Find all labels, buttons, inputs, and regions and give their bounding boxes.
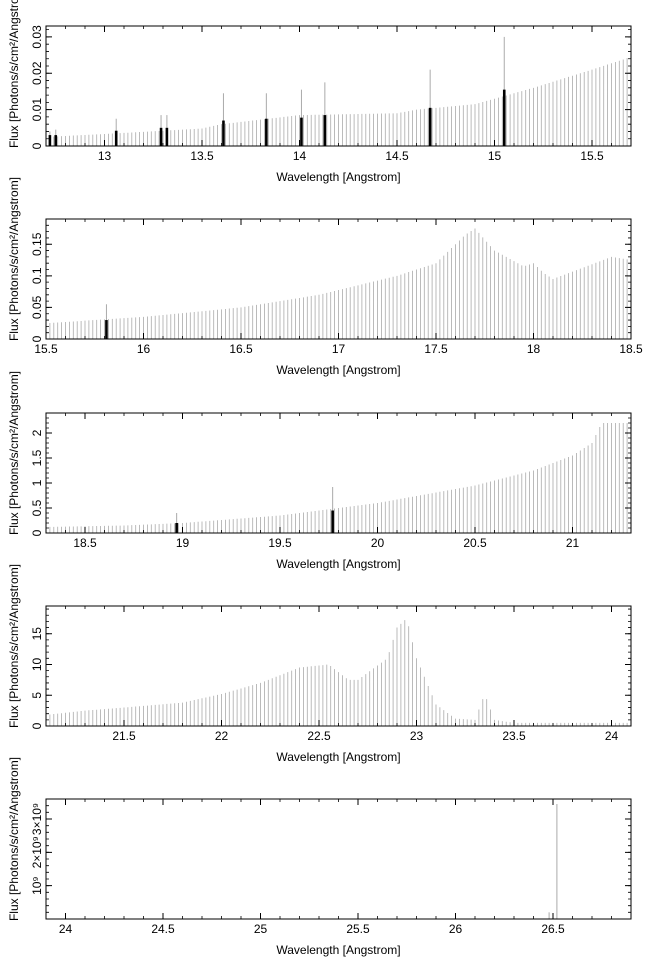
y-tick-label: 0.02 bbox=[30, 61, 44, 85]
x-tick-label: 25.5 bbox=[346, 922, 370, 936]
x-axis-label: Wavelength [Angstrom] bbox=[276, 170, 400, 184]
x-axis-label: Wavelength [Angstrom] bbox=[276, 557, 400, 571]
panel-2: 15.5 16 16.5 17 17.5 18 18.5 0 0.05 0.1 0.15 Wavele… bbox=[7, 177, 643, 377]
y-tick-label: 0 bbox=[30, 335, 44, 342]
line-bar-3 bbox=[114, 118, 118, 146]
x-tick-label: 14.5 bbox=[385, 149, 409, 163]
x-tick-label: 17.5 bbox=[424, 342, 448, 356]
x-tick-label: 15 bbox=[488, 149, 502, 163]
x-tick-label: 17 bbox=[332, 342, 346, 356]
x-tick-label: 15.5 bbox=[580, 149, 604, 163]
x-tick-label: 24 bbox=[605, 729, 619, 743]
y-axis-label: Flux [Photons/s/cm²/Angstrom] bbox=[7, 177, 21, 341]
y-tick-label: 0 bbox=[30, 142, 44, 149]
x-tick-label: 24 bbox=[59, 922, 73, 936]
continuum-bar bbox=[45, 423, 632, 533]
y-tick-label: 0 bbox=[30, 722, 44, 729]
x-tick-label: 25 bbox=[254, 922, 268, 936]
y-tick-label: 0.5 bbox=[30, 499, 44, 516]
y-tick-label: 0.1 bbox=[30, 267, 44, 284]
x-tick-label: 21 bbox=[566, 536, 580, 550]
line-bar-8 bbox=[300, 89, 303, 146]
x-tick-label: 13.5 bbox=[190, 149, 214, 163]
line-bar-4 bbox=[159, 115, 163, 146]
x-tick-label: 20 bbox=[371, 536, 385, 550]
line-bar-2 bbox=[331, 487, 334, 533]
continuum-bar bbox=[45, 620, 632, 726]
line-bar-1 bbox=[105, 304, 108, 339]
y-minor-ticks bbox=[46, 798, 631, 920]
x-axis-label: Wavelength [Angstrom] bbox=[276, 750, 400, 764]
y-tick-label: 0.05 bbox=[30, 295, 44, 319]
line-bar-5 bbox=[165, 115, 169, 146]
x-tick-label: 13 bbox=[98, 149, 112, 163]
continuum-bars bbox=[45, 56, 632, 146]
y-axis-label: Flux [Photons/s/cm²/Angstrom] bbox=[7, 564, 21, 728]
plot-frame bbox=[45, 798, 632, 920]
x-tick-label: 23.5 bbox=[502, 729, 526, 743]
x-tick-label: 18.5 bbox=[73, 536, 97, 550]
y-tick-label: 10⁹ bbox=[30, 876, 44, 895]
y-axis-label: Flux [Photons/s/cm²/Angstrom] bbox=[7, 0, 21, 148]
y-tick-label: 2 bbox=[30, 429, 44, 436]
x-tick-label: 18.5 bbox=[619, 342, 643, 356]
x-tick-label: 16 bbox=[137, 342, 151, 356]
x-tick-label: 14 bbox=[293, 149, 307, 163]
x-minor-ticks bbox=[45, 799, 632, 919]
continuum-bars bbox=[45, 423, 632, 533]
line-bar-2 bbox=[54, 129, 58, 146]
y-tick-label: 1 bbox=[30, 479, 44, 486]
panel-4: 21.5 22 22.5 23 23.5 24 0 5 10 15 Wavelength [Angs… bbox=[7, 564, 632, 764]
line-bar-1 bbox=[175, 513, 178, 533]
y-axis-label: Flux [Photons/s/cm²/Angstrom] bbox=[7, 757, 21, 921]
line-bar-6 bbox=[222, 93, 225, 146]
y-axis-label: Flux [Photons/s/cm²/Angstrom] bbox=[7, 371, 21, 535]
x-axis-label: Wavelength [Angstrom] bbox=[276, 363, 400, 377]
line-bar-9 bbox=[323, 82, 327, 146]
x-tick-label: 23 bbox=[410, 729, 424, 743]
line-bar-7 bbox=[265, 93, 268, 146]
continuum-bars bbox=[45, 620, 632, 726]
x-tick-label: 22 bbox=[215, 729, 229, 743]
x-tick-label: 22.5 bbox=[307, 729, 331, 743]
y-tick-label: 10 bbox=[30, 657, 44, 671]
x-axis-label: Wavelength [Angstrom] bbox=[276, 943, 400, 957]
y-tick-label: 15 bbox=[30, 627, 44, 641]
continuum-bar bbox=[45, 228, 632, 339]
x-tick-label: 19 bbox=[176, 536, 190, 550]
y-tick-label: 0.03 bbox=[30, 25, 44, 49]
x-tick-label: 18 bbox=[527, 342, 541, 356]
y-tick-label: 0.15 bbox=[30, 232, 44, 256]
x-tick-label: 26 bbox=[449, 922, 463, 936]
y-tick-label: 0.01 bbox=[30, 98, 44, 122]
line-bar-1 bbox=[48, 131, 52, 146]
x-tick-label: 20.5 bbox=[463, 536, 487, 550]
x-tick-label: 26.5 bbox=[541, 922, 565, 936]
x-tick-label: 21.5 bbox=[112, 729, 136, 743]
x-tick-label: 15.5 bbox=[34, 342, 58, 356]
y-tick-label: 5 bbox=[30, 692, 44, 699]
y-tick-label: 0 bbox=[30, 529, 44, 536]
panel-1: 13 13.5 14 14.5 15 15.5 0 0.01 0.02 0.03 Wavelengt… bbox=[7, 0, 632, 184]
y-tick-label: 1.5 bbox=[30, 449, 44, 466]
y-tick-label: 3×10⁹ bbox=[30, 803, 44, 835]
continuum-bar bbox=[45, 56, 632, 146]
continuum-bars bbox=[45, 228, 632, 339]
x-tick-label: 19.5 bbox=[268, 536, 292, 550]
y-tick-label: 2×10⁹ bbox=[30, 836, 44, 868]
panel-3: 18.5 19 19.5 20 20.5 21 0 0.5 1 1.5 2 Wavelength [A… bbox=[7, 371, 632, 571]
line-bar-10 bbox=[428, 69, 432, 146]
line-bar-11 bbox=[502, 36, 506, 146]
x-tick-label: 24.5 bbox=[151, 922, 175, 936]
x-tick-label: 16.5 bbox=[229, 342, 253, 356]
